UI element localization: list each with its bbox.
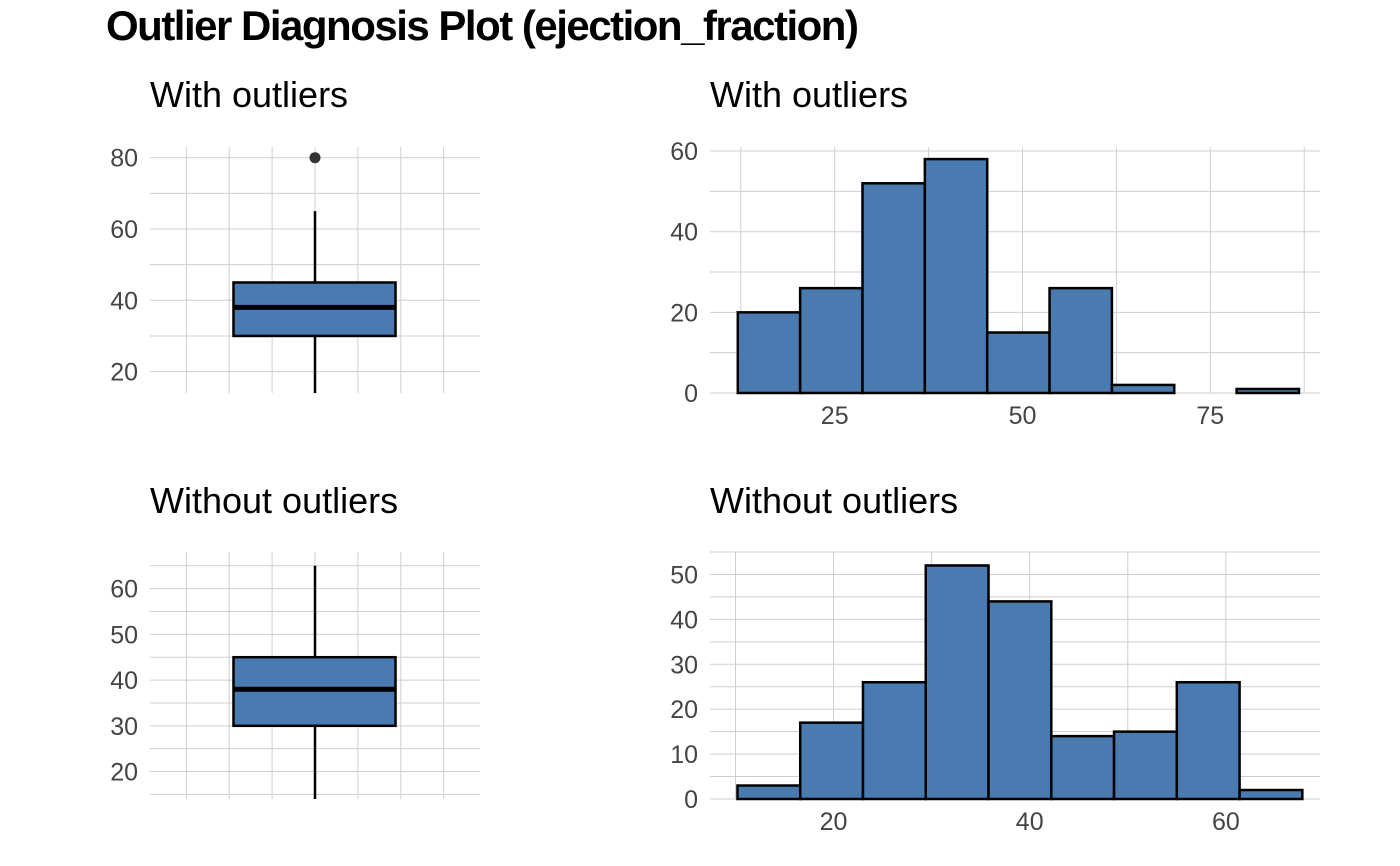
histogram-bar xyxy=(1175,680,1241,801)
y-tick-label: 30 xyxy=(670,651,698,679)
y-tick-label: 80 xyxy=(110,145,138,173)
y-tick-label: 20 xyxy=(110,759,138,787)
y-tick-label: 0 xyxy=(684,380,698,408)
x-tick-label: 20 xyxy=(820,808,848,836)
histogram-bar xyxy=(736,311,802,395)
boxplot-with-outliers: With outliers 20 40 60 80 xyxy=(110,74,480,393)
y-tick-label: 0 xyxy=(684,786,698,814)
histogram-bar xyxy=(736,784,802,801)
y-tick-label: 40 xyxy=(670,606,698,634)
y-tick-label: 10 xyxy=(670,741,698,769)
page-title: Outlier Diagnosis Plot (ejection_fractio… xyxy=(106,2,859,49)
x-tick-label: 40 xyxy=(1016,808,1044,836)
y-tick-label: 50 xyxy=(670,561,698,589)
panel-title: With outliers xyxy=(150,74,348,115)
histogram-bar xyxy=(798,721,865,801)
histogram-without-outliers: Without outliers 0 10 20 30 40 50 20 40 60 xyxy=(670,480,1320,836)
y-tick-label: 60 xyxy=(670,138,698,166)
panel-title: Without outliers xyxy=(710,480,958,521)
histogram-bar xyxy=(924,564,990,801)
y-tick-label: 60 xyxy=(110,216,138,244)
x-tick-label: 75 xyxy=(1196,402,1224,430)
boxplot-without-outliers: Without outliers 20 30 40 50 60 xyxy=(110,480,480,799)
histogram-bar xyxy=(923,157,989,395)
histogram-bar xyxy=(861,680,928,801)
histogram-with-outliers: With outliers 0 20 40 60 25 50 75 xyxy=(670,74,1320,430)
histogram-bar xyxy=(1235,387,1301,395)
histogram-bar xyxy=(1112,730,1179,801)
panel-title: With outliers xyxy=(710,74,908,115)
x-tick-label: 25 xyxy=(821,402,849,430)
y-tick-label: 40 xyxy=(670,219,698,247)
y-tick-label: 20 xyxy=(670,299,698,327)
histogram-bar xyxy=(1238,788,1304,801)
histogram-bar xyxy=(1048,286,1114,395)
panel-title: Without outliers xyxy=(150,480,398,521)
y-tick-label: 20 xyxy=(670,696,698,724)
y-tick-label: 40 xyxy=(110,287,138,315)
histogram-bar xyxy=(987,600,1053,801)
outlier-point xyxy=(309,152,321,164)
y-tick-label: 60 xyxy=(110,576,138,604)
x-tick-label: 60 xyxy=(1212,808,1240,836)
y-tick-label: 20 xyxy=(110,359,138,387)
histogram-bar xyxy=(861,182,927,395)
histogram-bar xyxy=(985,331,1051,395)
y-tick-label: 50 xyxy=(110,621,138,649)
x-tick-label: 50 xyxy=(1009,402,1037,430)
histogram-bar xyxy=(798,286,864,395)
y-tick-label: 40 xyxy=(110,667,138,695)
y-tick-label: 30 xyxy=(110,713,138,741)
histogram-bar xyxy=(1050,734,1116,801)
histogram-bar xyxy=(1110,383,1176,395)
